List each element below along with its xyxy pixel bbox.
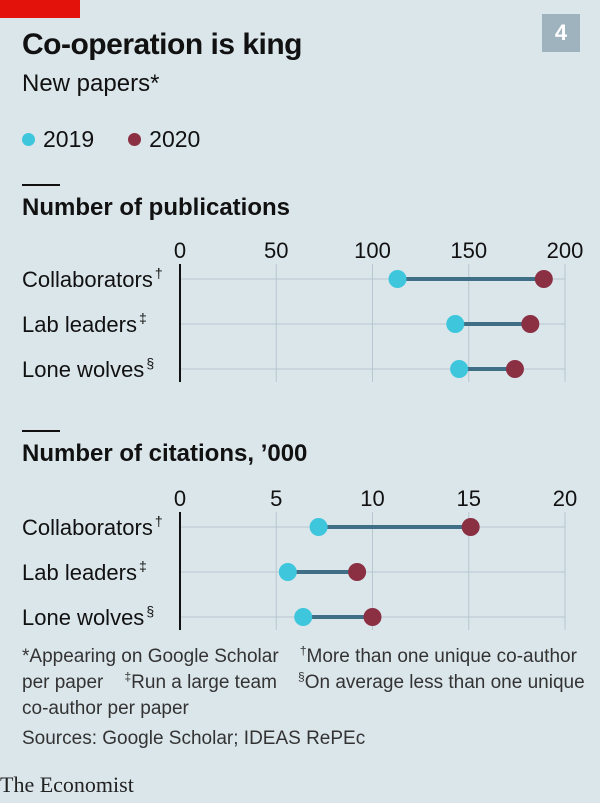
footnote-section: On average less than one unique co-autho… [22,672,585,719]
citations-point-2020-0 [461,518,480,536]
publications-point-2020-1 [521,315,540,333]
section-title-publications: Number of publications [22,194,291,221]
figure-number-badge: 4 [542,14,580,52]
citations-tick-label-10: 10 [360,486,384,511]
publications-point-2019-1 [446,315,465,333]
legend-dot-2020 [128,133,142,146]
footnote-dagger: More than one unique co-author per paper [22,646,577,693]
section-rule-citations [22,430,60,432]
legend: 2019 2020 [22,126,234,153]
footnote-section-mark: § [298,669,305,684]
publications-row-label-1: Lab leaders ‡ [22,310,147,337]
citations-row-label-2: Lone wolves § [22,603,154,630]
footnote-dagger-mark: † [299,643,307,658]
citations-tick-label-0: 0 [174,486,186,511]
sources-note: Sources: Google Scholar; IDEAS RePEc [22,728,366,749]
citations-point-2020-1 [348,563,367,581]
citations-tick-label-20: 20 [553,486,577,511]
chart-subtitle: New papers* [22,70,160,97]
citations-point-2019-1 [278,563,297,581]
publications-point-2019-2 [450,360,469,378]
citations-row-label-1: Lab leaders ‡ [22,558,147,585]
footnote-star: *Appearing on Google Scholar [22,646,279,667]
brand-logo-text: The Economist [0,772,134,797]
citations-tick-label-15: 15 [457,486,481,511]
publications-point-2020-0 [534,270,553,288]
section-title-citations: Number of citations, ’000 [22,440,308,467]
legend-item-2020: 2020 [128,126,200,153]
publications-row-label-2: Lone wolves § [22,355,154,382]
legend-dot-2019 [22,133,35,146]
legend-label-2020: 2020 [149,126,201,152]
legend-item-2019: 2019 [22,126,94,153]
citations-tick-label-5: 5 [270,486,282,511]
publications-chart: 0 50 100 150 200 Collaborators † Lab leaders ‡ Lo… [22,238,584,382]
publications-row-label-0: Collaborators † [22,265,163,292]
footnote-ddagger-mark: ‡ [124,669,132,684]
citations-point-2019-2 [294,608,313,626]
publications-tick-label-150: 150 [450,238,487,263]
legend-label-2019: 2019 [43,126,95,152]
citations-row-label-0: Collaborators † [22,513,163,540]
citations-point-2020-2 [363,608,382,626]
citations-point-2019-0 [309,518,328,536]
footnote-ddagger: Run a large team [131,672,277,693]
publications-tick-label-50: 50 [264,238,288,263]
brand-red-tag [0,0,80,18]
section-rule-publications [22,184,60,186]
publications-tick-label-100: 100 [354,238,391,263]
publications-point-2019-0 [388,270,407,288]
publications-tick-label-0: 0 [174,238,186,263]
chart-title: Co-operation is king [22,28,303,61]
publications-point-2020-2 [505,360,524,378]
citations-chart: 0 5 10 15 20 Collaborators † Lab leaders ‡ Lone w… [22,486,577,630]
footnotes: *Appearing on Google Scholar †More than … [22,644,592,752]
publications-tick-label-200: 200 [547,238,584,263]
